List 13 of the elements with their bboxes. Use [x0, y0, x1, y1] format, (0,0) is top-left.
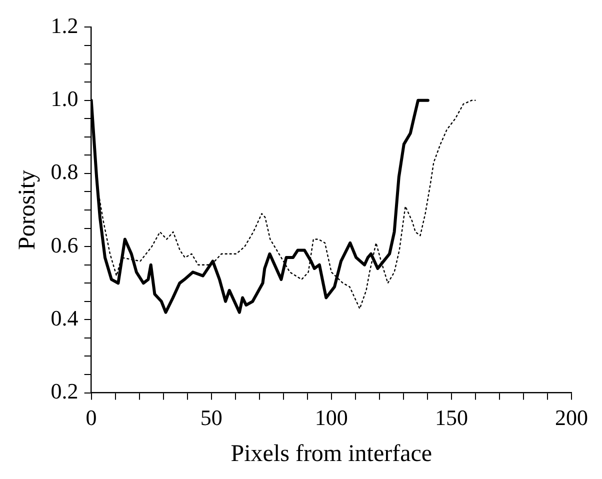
x-tick-label: 100 [314, 404, 348, 430]
x-tick-label: 50 [200, 404, 222, 430]
y-tick-label: 0.2 [50, 378, 78, 404]
y-tick-label: 1.2 [50, 12, 78, 38]
y-axis-title: Porosity [14, 170, 41, 250]
y-tick-label: 1.0 [50, 86, 78, 112]
y-tick-label: 0.8 [50, 159, 78, 184]
y-tick-label: 0.6 [50, 232, 78, 258]
x-axis-title: Pixels from interface [230, 440, 432, 467]
y-tick-label: 0.4 [50, 305, 78, 330]
x-tick-label: 200 [555, 404, 588, 430]
x-tick-label: 150 [434, 404, 468, 430]
x-tick-label: 0 [86, 404, 97, 430]
